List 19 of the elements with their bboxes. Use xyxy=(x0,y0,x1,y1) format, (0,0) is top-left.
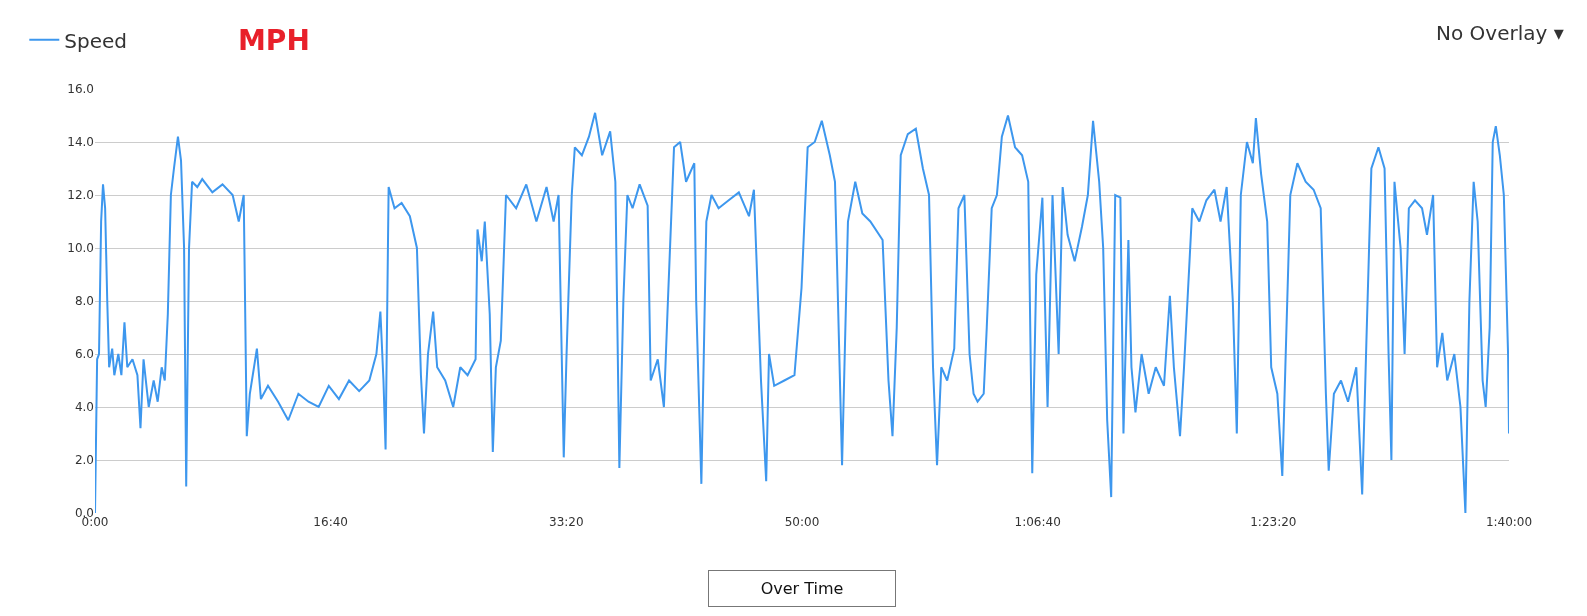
text: Over Time xyxy=(760,579,844,598)
y-tick-label: 14.0 xyxy=(67,135,94,150)
y-tick-label: 4.0 xyxy=(74,400,94,415)
y-tick-label: 8.0 xyxy=(74,294,94,309)
line-series xyxy=(95,111,1509,513)
y-tick-label: 2.0 xyxy=(74,453,94,468)
y-tick-label: 6.0 xyxy=(74,347,94,362)
legend-label: Speed xyxy=(64,28,127,53)
x-tick-label: 1:40:00 xyxy=(1485,515,1533,529)
y-tick-label: 12.0 xyxy=(67,188,94,203)
x-tick-label: 16:40 xyxy=(313,515,348,529)
x-tick-label: 1:23:20 xyxy=(1250,515,1297,529)
y-tick-label: 16.0 xyxy=(67,82,94,97)
x-tick-label: 33:20 xyxy=(549,515,584,529)
y-tick-label: 10.0 xyxy=(67,241,94,256)
x-tick-label: 50:00 xyxy=(784,515,820,529)
x-tick-label: 1:06:40 xyxy=(1014,515,1061,529)
text: No Overlay ▾ xyxy=(1436,21,1564,45)
text: MPH xyxy=(238,24,310,57)
